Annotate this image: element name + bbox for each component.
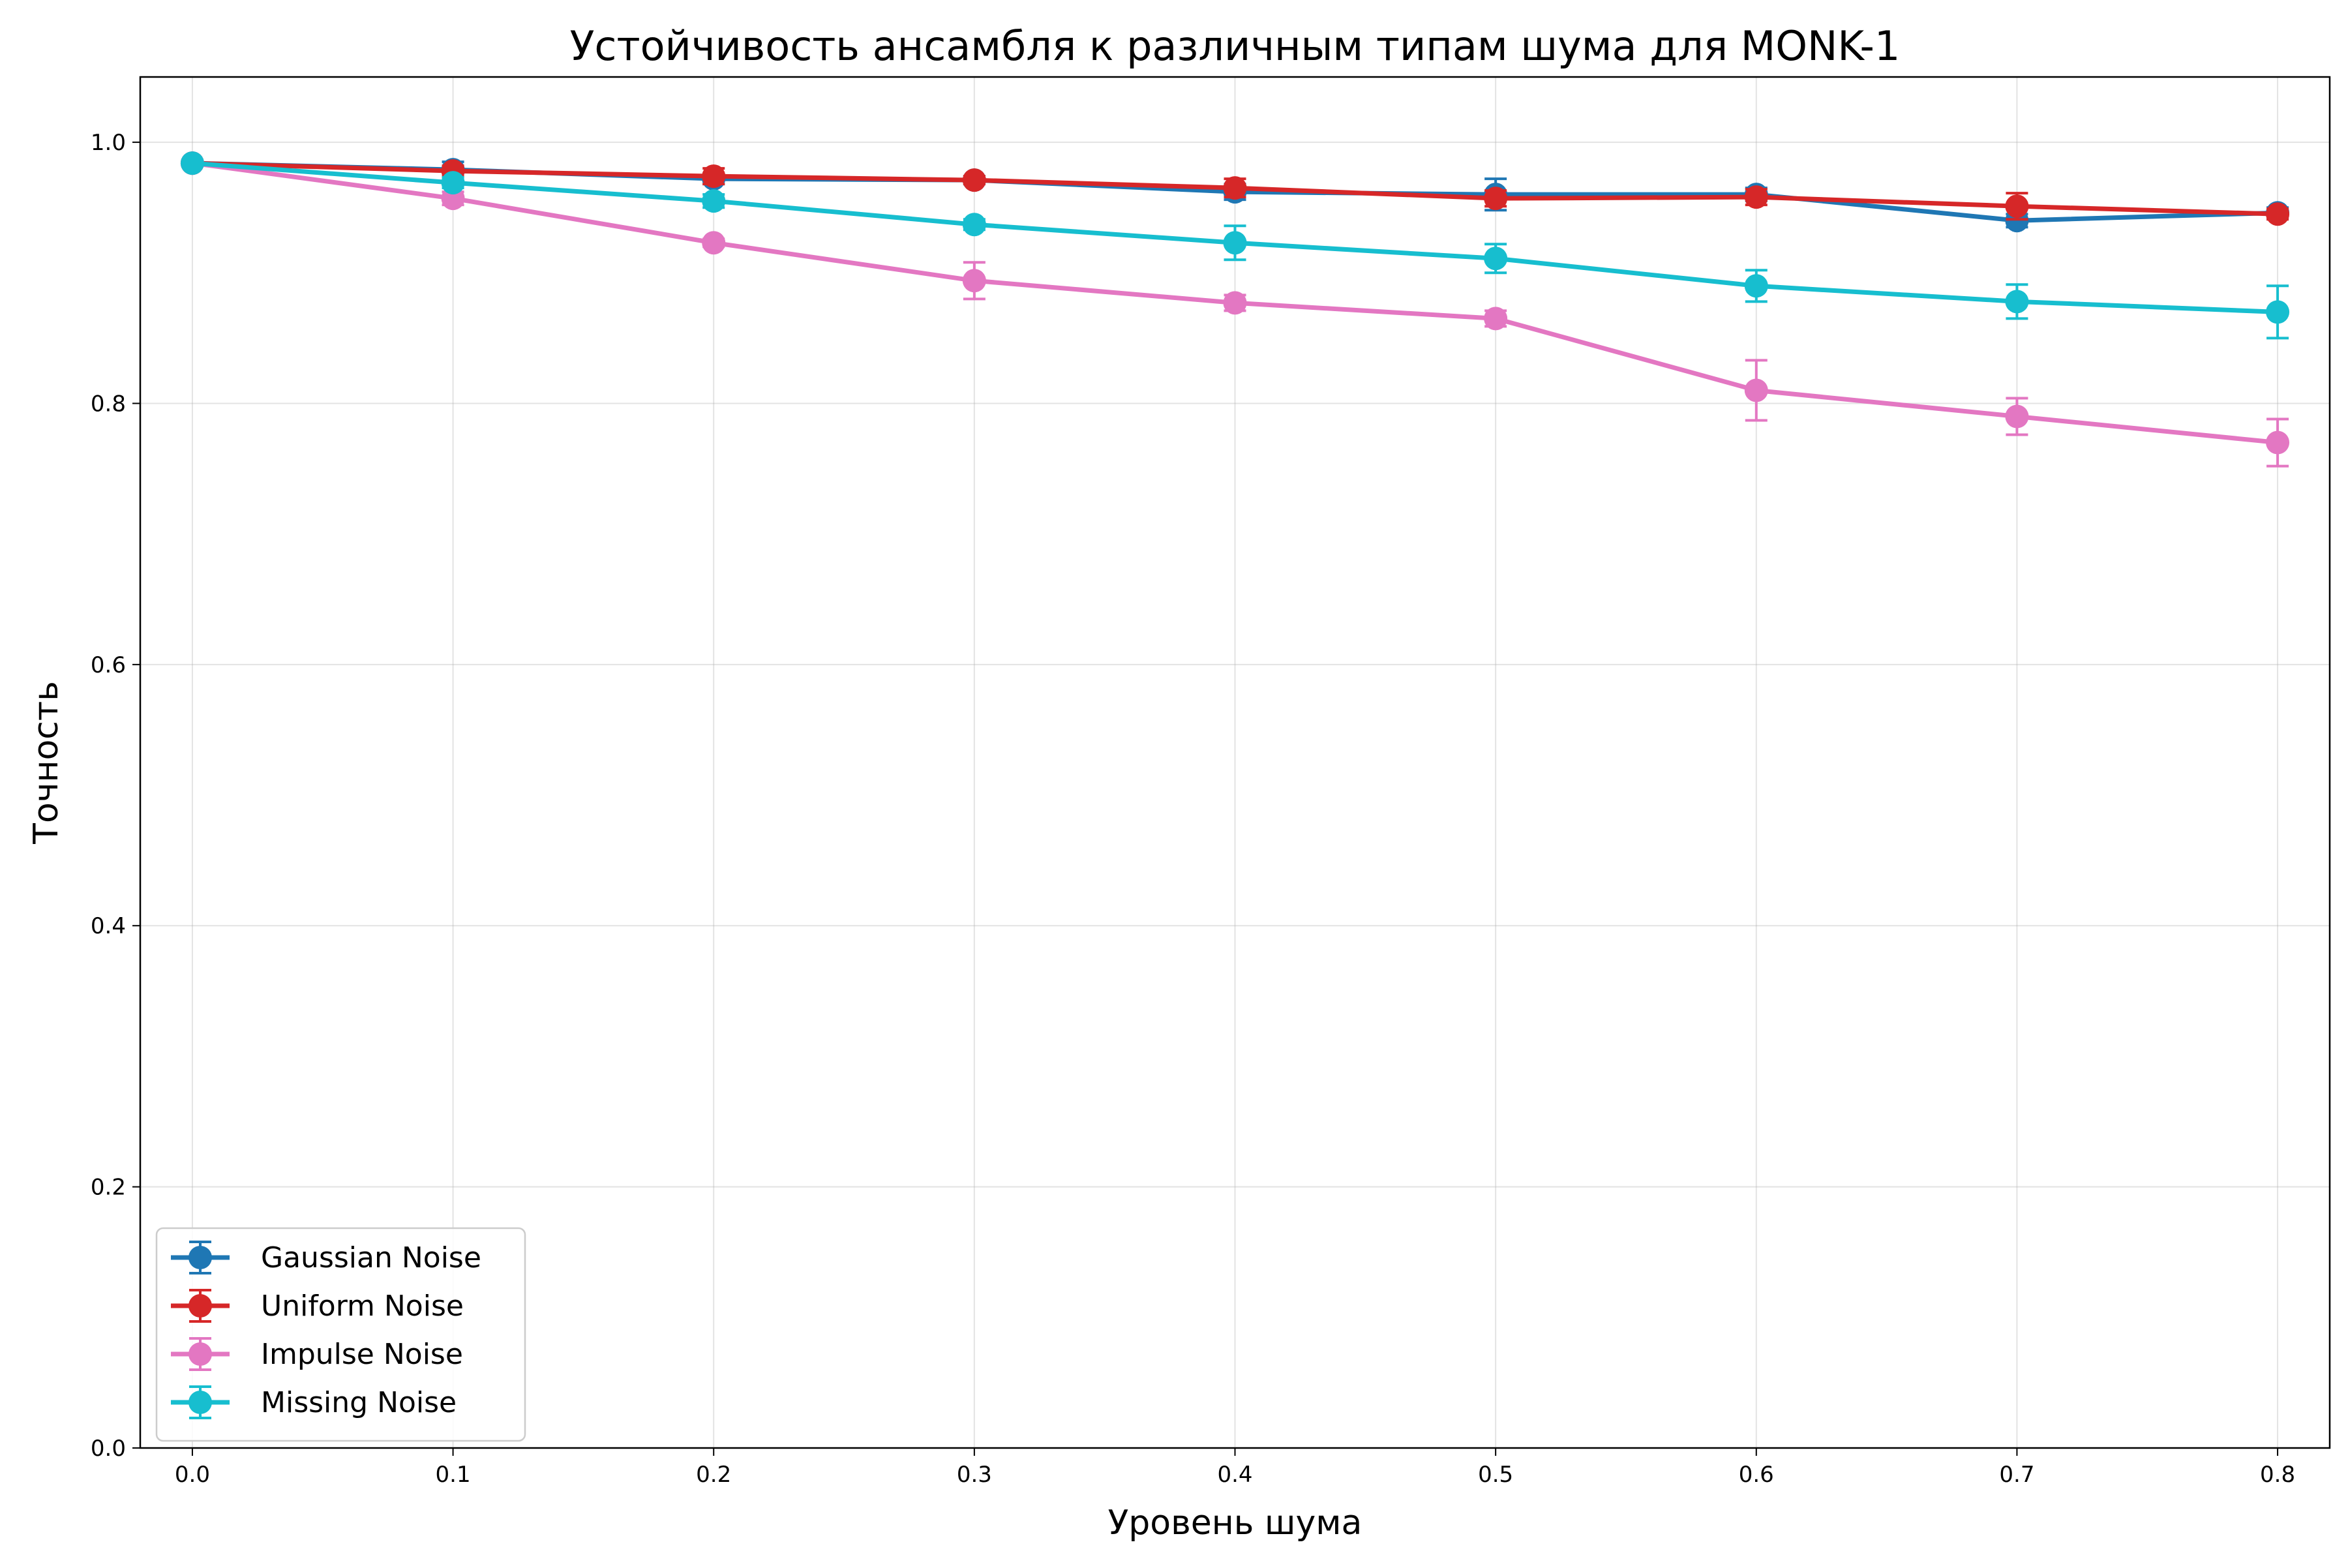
data-point <box>441 171 465 195</box>
data-point <box>2005 290 2029 314</box>
chart-title: Устойчивость ансамбля к различным типам … <box>570 22 1901 70</box>
legend-item: Uniform Noise <box>171 1289 464 1323</box>
data-point <box>702 189 726 213</box>
data-point <box>1484 187 1508 211</box>
legend-label: Missing Noise <box>261 1386 457 1419</box>
data-point <box>962 269 986 293</box>
y-tick-label: 0.2 <box>91 1175 126 1201</box>
series-missing-noise <box>180 151 2290 340</box>
x-tick-label: 0.8 <box>2260 1462 2295 1488</box>
x-tick-label: 0.6 <box>1739 1462 1774 1488</box>
data-point <box>1744 185 1768 209</box>
series-impulse-noise <box>180 151 2290 468</box>
legend-box <box>155 1227 526 1442</box>
legend-item: Missing Noise <box>171 1385 457 1419</box>
data-point <box>2005 194 2029 219</box>
data-point <box>1223 291 1247 315</box>
data-point <box>1484 247 1508 271</box>
data-point <box>702 231 726 255</box>
y-axis-title: Точность <box>27 681 66 845</box>
legend-marker <box>188 1391 212 1414</box>
data-point <box>702 164 726 188</box>
x-tick-label: 0.4 <box>1217 1462 1252 1488</box>
legend-label: Impulse Noise <box>261 1338 463 1371</box>
data-point <box>1223 176 1247 200</box>
data-point <box>1223 231 1247 255</box>
y-tick-label: 0.4 <box>91 913 126 939</box>
x-tick-label: 0.2 <box>696 1462 731 1488</box>
legend-marker <box>188 1246 212 1269</box>
data-point <box>2266 202 2290 226</box>
y-tick-label: 1.0 <box>91 130 126 156</box>
data-point <box>962 168 986 192</box>
data-point <box>962 213 986 237</box>
legend-marker <box>188 1342 212 1366</box>
legend: Gaussian Noise Uniform Noise Impulse Noise… <box>155 1227 526 1442</box>
y-tick-label: 0.6 <box>91 652 126 678</box>
data-point <box>1484 307 1508 331</box>
data-series <box>180 151 2290 468</box>
legend-label: Uniform Noise <box>261 1289 464 1323</box>
x-tick-label: 0.7 <box>1999 1462 2034 1488</box>
data-point <box>2266 430 2290 455</box>
legend-label: Gaussian Noise <box>261 1241 481 1274</box>
legend-item: Gaussian Noise <box>171 1241 481 1274</box>
x-tick-label: 0.0 <box>175 1462 210 1488</box>
data-point <box>1744 274 1768 298</box>
x-axis: 0.0 0.1 0.2 0.3 0.4 0.5 0.6 0.7 0.8 <box>175 1448 2295 1488</box>
legend-item: Impulse Noise <box>171 1337 463 1371</box>
data-point <box>1744 378 1768 402</box>
y-tick-label: 0.8 <box>91 391 126 417</box>
x-tick-label: 0.5 <box>1478 1462 1513 1488</box>
data-point <box>2005 404 2029 429</box>
x-axis-title: Уровень шума <box>1108 1503 1362 1543</box>
x-tick-label: 0.3 <box>957 1462 992 1488</box>
legend-marker <box>188 1294 212 1318</box>
data-point <box>2266 300 2290 324</box>
x-tick-label: 0.1 <box>436 1462 471 1488</box>
y-tick-label: 0.0 <box>91 1436 126 1462</box>
data-point <box>180 151 204 175</box>
y-axis: 0.0 0.2 0.4 0.6 0.8 1.0 <box>91 130 140 1462</box>
series-uniform-noise <box>180 151 2290 226</box>
